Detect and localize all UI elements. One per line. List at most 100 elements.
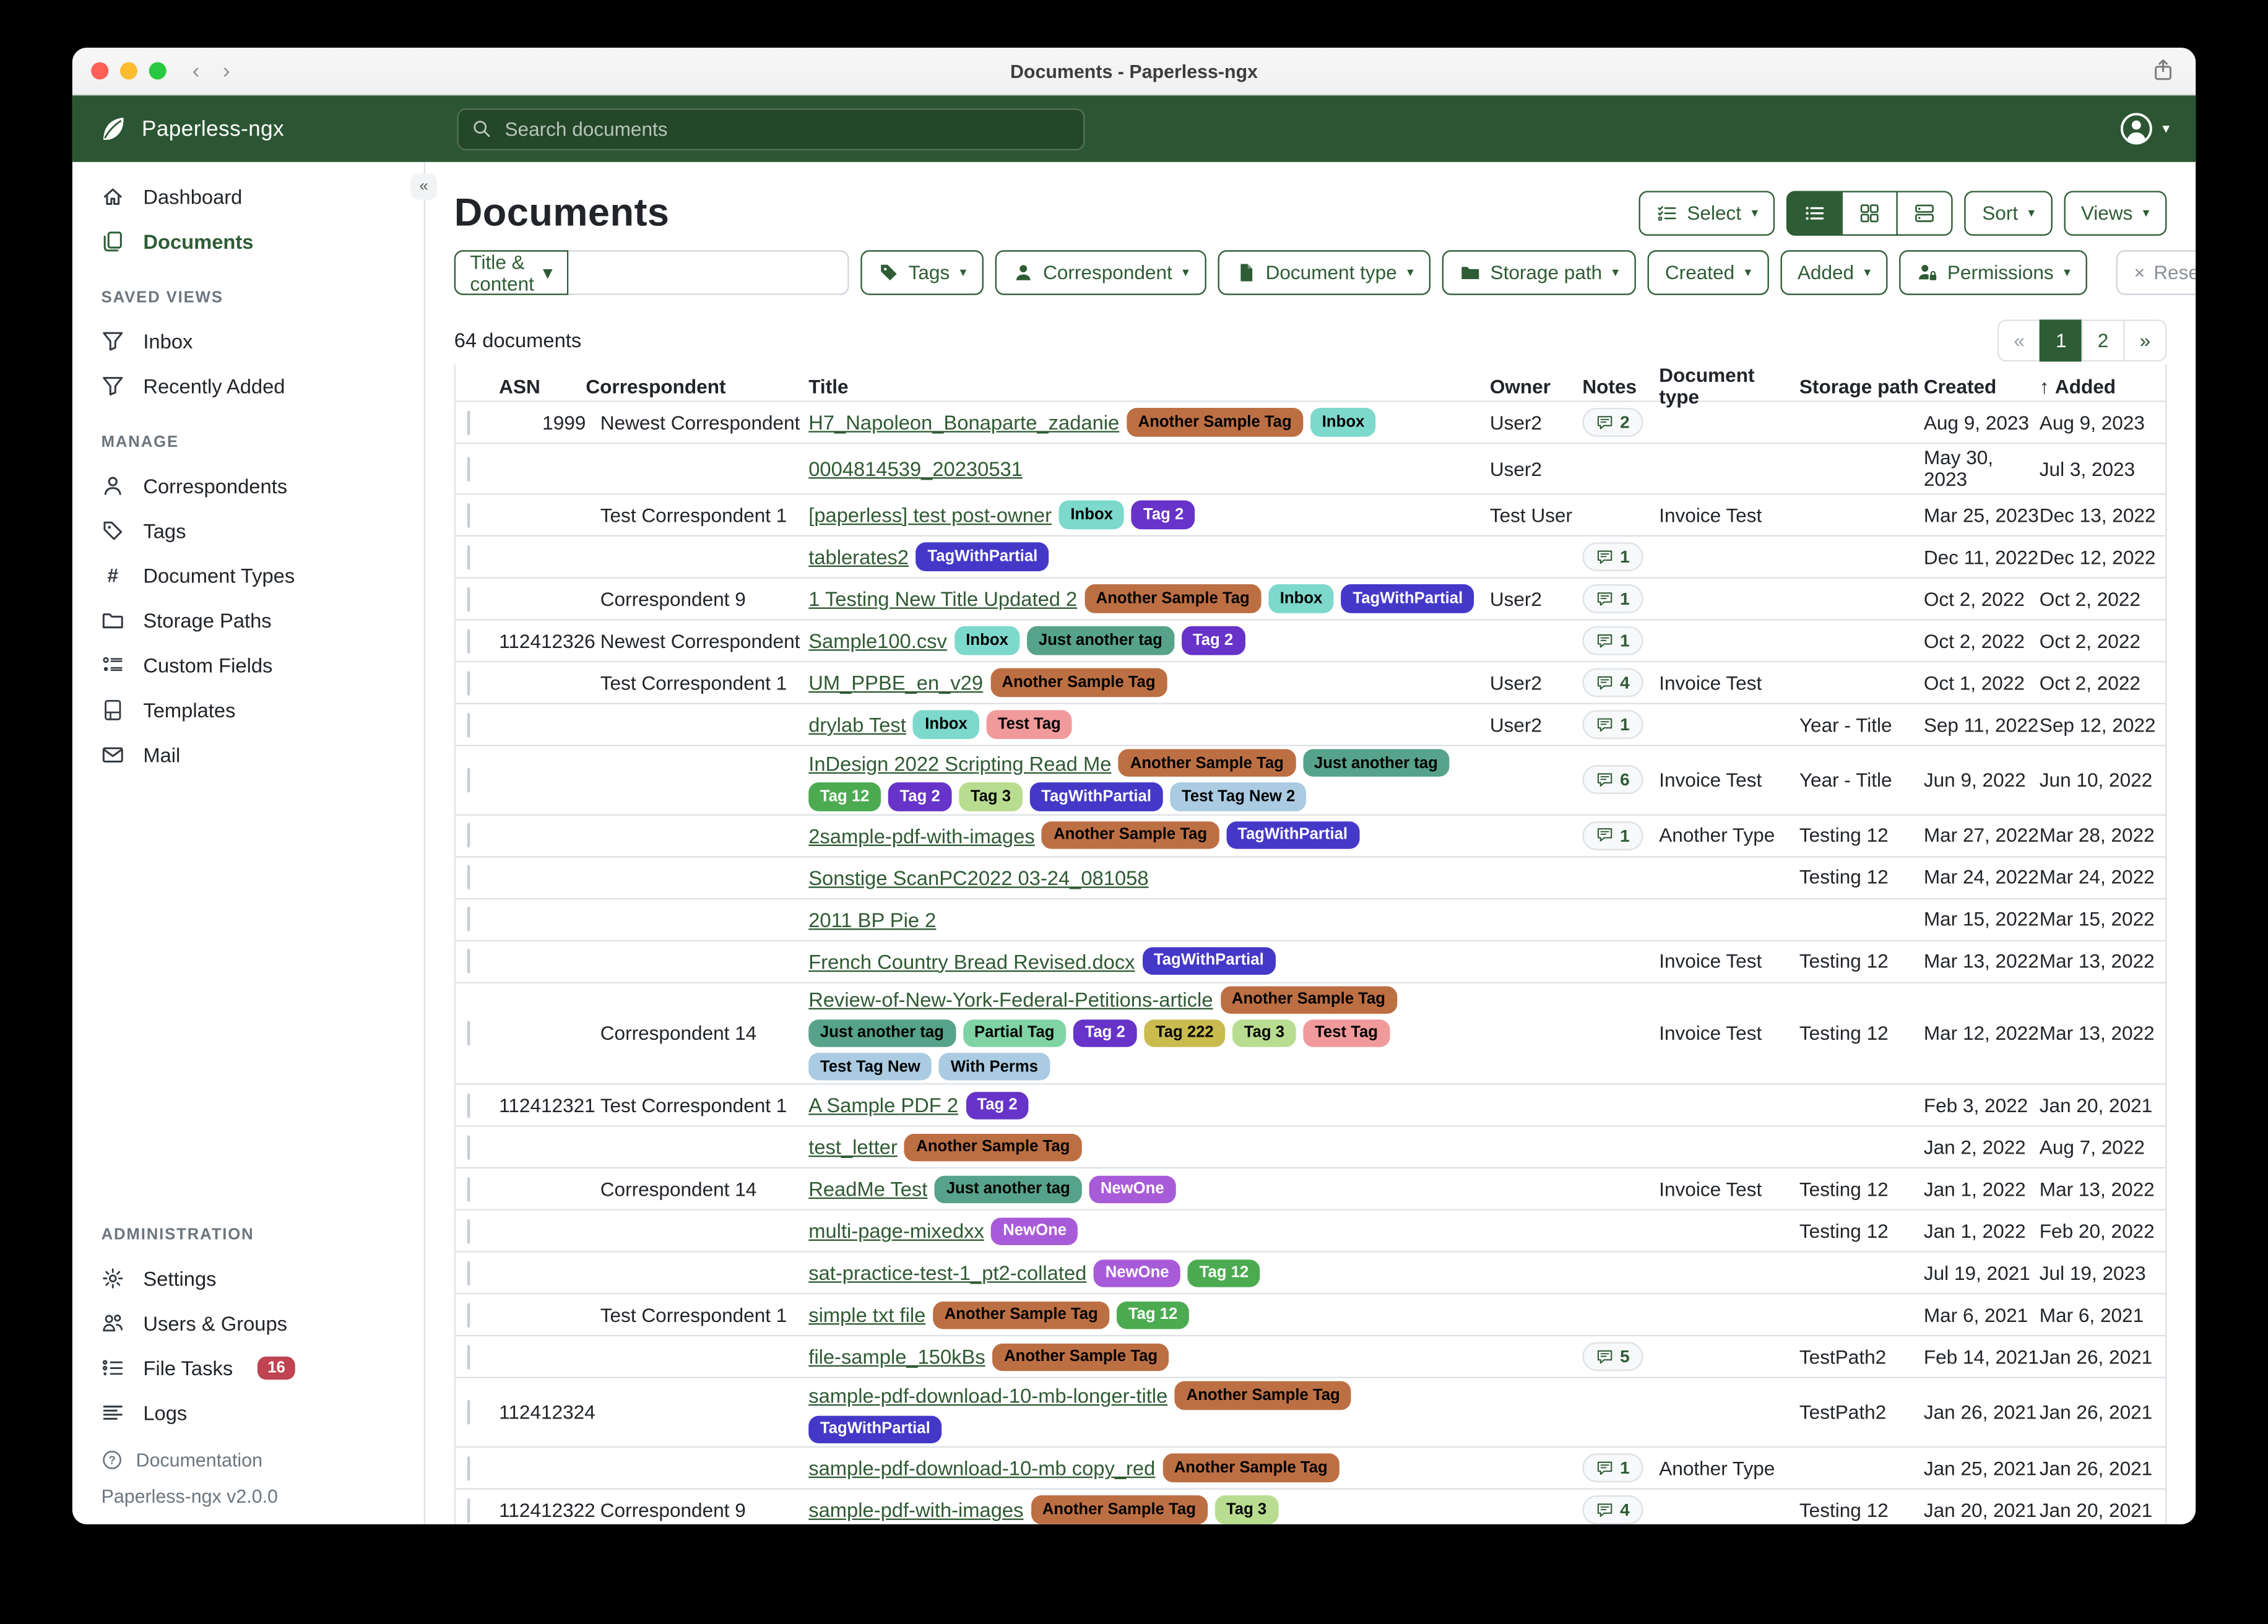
- document-title-link[interactable]: sat-practice-test-1_pt2-collated: [808, 1261, 1087, 1285]
- tag-just-another-tag[interactable]: Just another tag: [935, 1175, 1082, 1204]
- reset-filters-button[interactable]: × Reset filters: [2116, 250, 2196, 295]
- document-title-link[interactable]: Sonstige ScanPC2022 03-24_081058: [808, 865, 1149, 889]
- notes-badge[interactable]: 1: [1582, 584, 1643, 613]
- filter-tags-button[interactable]: Tags ▾: [860, 250, 984, 295]
- notes-badge[interactable]: 1: [1582, 710, 1643, 740]
- tag-another-sample-tag[interactable]: Another Sample Tag: [990, 668, 1167, 697]
- tag-another-sample-tag[interactable]: Another Sample Tag: [1031, 1496, 1208, 1524]
- tag-tag-222[interactable]: Tag 222: [1144, 1019, 1226, 1048]
- tag-tag-12[interactable]: Tag 12: [1187, 1259, 1260, 1287]
- row-checkbox[interactable]: [467, 1219, 470, 1244]
- search-input[interactable]: [501, 116, 1071, 141]
- tag-test-tag[interactable]: Test Tag: [1303, 1019, 1390, 1048]
- tag-newone[interactable]: NewOne: [991, 1217, 1078, 1246]
- title-content-input[interactable]: [568, 250, 849, 295]
- document-title-link[interactable]: 2011 BP Pie 2: [808, 907, 937, 931]
- column-header-storage-path[interactable]: Storage path: [1799, 375, 1919, 397]
- tag-with-perms[interactable]: With Perms: [939, 1053, 1050, 1081]
- row-checkbox[interactable]: [467, 1456, 470, 1480]
- tag-newone[interactable]: NewOne: [1094, 1259, 1181, 1287]
- document-title-link[interactable]: French Country Bread Revised.docx: [808, 949, 1135, 973]
- notes-badge[interactable]: 1: [1582, 542, 1643, 572]
- pagination-prev[interactable]: «: [1997, 319, 2041, 361]
- document-title-link[interactable]: InDesign 2022 Scripting Read Me: [808, 751, 1112, 775]
- document-title-link[interactable]: sample-pdf-download-10-mb copy_red: [808, 1456, 1156, 1480]
- row-checkbox[interactable]: [467, 823, 470, 848]
- close-window-button[interactable]: [91, 62, 109, 80]
- row-checkbox[interactable]: [467, 544, 470, 569]
- document-title-link[interactable]: simple txt file: [808, 1303, 926, 1327]
- row-checkbox[interactable]: [467, 586, 470, 611]
- tag-inbox[interactable]: Inbox: [1058, 501, 1125, 529]
- sort-button[interactable]: Sort ▾: [1965, 190, 2053, 235]
- tag-another-sample-tag[interactable]: Another Sample Tag: [1220, 985, 1397, 1014]
- notes-badge[interactable]: 1: [1582, 821, 1643, 850]
- filter-document-type-button[interactable]: Document type ▾: [1218, 250, 1431, 295]
- document-title-link[interactable]: 0004814539_20230531: [808, 457, 1023, 480]
- document-title-link[interactable]: file-sample_150kBs: [808, 1345, 985, 1369]
- document-title-link[interactable]: Review-of-New-York-Federal-Petitions-art…: [808, 988, 1213, 1011]
- column-header-asn[interactable]: ASN: [499, 375, 540, 397]
- sidebar-item-inbox[interactable]: Inbox: [72, 318, 424, 363]
- view-mode-grid-view[interactable]: [1842, 190, 1898, 235]
- tag-just-another-tag[interactable]: Just another tag: [1302, 749, 1450, 777]
- sidebar-item-document-types[interactable]: # Document Types: [72, 553, 424, 597]
- title-content-dropdown[interactable]: Title & content ▾: [454, 250, 569, 295]
- tag-tagwithpartial[interactable]: TagWithPartial: [915, 543, 1050, 571]
- sidebar-item-documents[interactable]: Documents: [72, 218, 424, 263]
- tag-another-sample-tag[interactable]: Another Sample Tag: [904, 1133, 1082, 1162]
- sidebar-item-templates[interactable]: Templates: [72, 687, 424, 732]
- sidebar-item-tags[interactable]: Tags: [72, 508, 424, 552]
- row-checkbox[interactable]: [467, 410, 470, 435]
- tag-tagwithpartial[interactable]: TagWithPartial: [1029, 782, 1163, 811]
- notes-badge[interactable]: 4: [1582, 1495, 1643, 1524]
- tag-another-sample-tag[interactable]: Another Sample Tag: [1174, 1381, 1352, 1410]
- select-button[interactable]: Select ▾: [1639, 190, 1776, 235]
- user-menu[interactable]: ▾: [2119, 111, 2170, 146]
- column-header-document-type[interactable]: Document type: [1659, 364, 1755, 408]
- document-title-link[interactable]: 1 Testing New Title Updated 2: [808, 587, 1078, 611]
- column-header-notes[interactable]: Notes: [1582, 375, 1637, 397]
- sidebar-item-mail[interactable]: Mail: [72, 732, 424, 776]
- column-header-owner[interactable]: Owner: [1489, 375, 1551, 397]
- tag-tagwithpartial[interactable]: TagWithPartial: [1341, 584, 1474, 613]
- row-checkbox[interactable]: [467, 1497, 470, 1522]
- filter-permissions-button[interactable]: Permissions ▾: [1899, 250, 2088, 295]
- row-checkbox[interactable]: [467, 712, 470, 737]
- tag-tag-2[interactable]: Tag 2: [888, 782, 952, 811]
- sidebar-item-recently-added[interactable]: Recently Added: [72, 363, 424, 408]
- tag-just-another-tag[interactable]: Just another tag: [808, 1019, 956, 1048]
- sidebar-item-settings[interactable]: Settings: [72, 1255, 424, 1300]
- view-mode-cards-view[interactable]: [1897, 190, 1954, 235]
- pagination-next[interactable]: »: [2123, 319, 2167, 361]
- tag-another-sample-tag[interactable]: Another Sample Tag: [933, 1301, 1110, 1329]
- document-title-link[interactable]: Sample100.csv: [808, 629, 947, 652]
- tag-another-sample-tag[interactable]: Another Sample Tag: [1084, 584, 1262, 613]
- tag-tag-3[interactable]: Tag 3: [1232, 1019, 1296, 1048]
- document-title-link[interactable]: sample-pdf-with-images: [808, 1498, 1024, 1522]
- filter-storage-path-button[interactable]: Storage path ▾: [1442, 250, 1637, 295]
- sidebar-item-correspondents[interactable]: Correspondents: [72, 463, 424, 508]
- row-checkbox[interactable]: [467, 456, 470, 481]
- row-checkbox[interactable]: [467, 767, 470, 793]
- row-checkbox[interactable]: [467, 907, 470, 932]
- document-title-link[interactable]: multi-page-mixedxx: [808, 1219, 984, 1243]
- zoom-window-button[interactable]: [149, 62, 167, 80]
- tag-tag-3[interactable]: Tag 3: [959, 782, 1023, 811]
- tag-another-sample-tag[interactable]: Another Sample Tag: [1162, 1454, 1340, 1482]
- row-checkbox[interactable]: [467, 1021, 470, 1046]
- sidebar-item-logs[interactable]: Logs: [72, 1390, 424, 1435]
- document-title-link[interactable]: test_letter: [808, 1136, 898, 1159]
- tag-another-sample-tag[interactable]: Another Sample Tag: [1126, 408, 1304, 436]
- tag-tag-2[interactable]: Tag 2: [1073, 1019, 1137, 1048]
- tag-test-tag-new[interactable]: Test Tag New: [808, 1053, 932, 1081]
- document-title-link[interactable]: drylab Test: [808, 712, 906, 736]
- filter-correspondent-button[interactable]: Correspondent ▾: [995, 250, 1206, 295]
- tag-inbox[interactable]: Inbox: [1310, 408, 1377, 436]
- tag-tag-12[interactable]: Tag 12: [808, 782, 881, 811]
- notes-badge[interactable]: 1: [1582, 626, 1643, 655]
- column-header-title[interactable]: Title: [808, 375, 849, 397]
- tag-tagwithpartial[interactable]: TagWithPartial: [808, 1415, 942, 1444]
- row-checkbox[interactable]: [467, 670, 470, 695]
- document-title-link[interactable]: [paperless] test post-owner: [808, 503, 1052, 527]
